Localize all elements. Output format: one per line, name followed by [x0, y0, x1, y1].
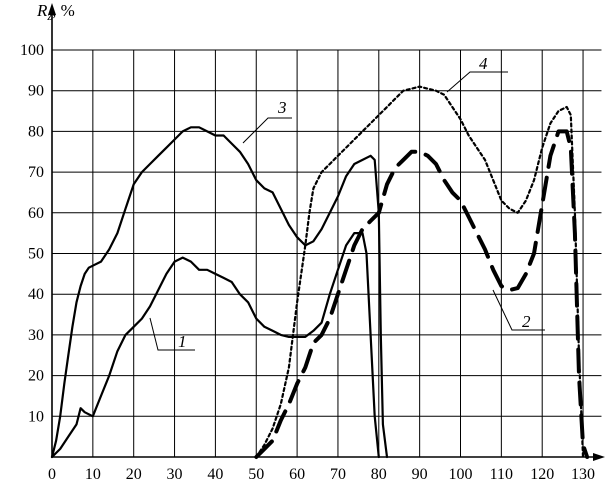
series-1-line [50, 232, 380, 459]
x-tick-label-120: 120 [530, 466, 554, 483]
x-tick-label-100: 100 [449, 466, 473, 483]
x-tick-label-20: 20 [126, 466, 142, 483]
y-axis-arrow [48, 3, 56, 15]
y-tick-label-100: 100 [20, 42, 44, 59]
series-group [50, 85, 590, 459]
y-tick-label-40: 40 [28, 286, 44, 303]
y-tick-label-70: 70 [28, 164, 44, 181]
x-tick-label-60: 60 [289, 466, 305, 483]
y-tick-label-60: 60 [28, 205, 44, 222]
y-tick-label-50: 50 [28, 246, 44, 263]
curve-label-2: 2 [522, 312, 531, 331]
y-tick-label-20: 20 [28, 368, 44, 385]
grid [52, 49, 602, 457]
x-tick-label-90: 90 [412, 466, 428, 483]
y-axis-label: Rz, % [36, 1, 75, 23]
x-tick-label-110: 110 [490, 466, 513, 483]
x-tick-label-0: 0 [48, 466, 56, 483]
series-2-line [254, 129, 590, 459]
x-tick-label-70: 70 [330, 466, 346, 483]
x-axis-arrow [593, 453, 605, 461]
y-tick-label-10: 10 [28, 408, 44, 425]
curve-labels: 1 2 3 4 [149, 54, 545, 351]
x-tick-label-30: 30 [167, 466, 183, 483]
tick-labels: 0 10 20 30 40 50 60 70 80 90 100 110 120 130 10 20 30 40 5… [20, 42, 595, 483]
y-axis-label-main: R [36, 1, 48, 20]
y-tick-label-80: 80 [28, 123, 44, 140]
x-tick-label-10: 10 [85, 466, 101, 483]
series-3-line [50, 126, 389, 459]
axes [48, 3, 605, 461]
curve-label-3: 3 [277, 98, 287, 117]
curve-label-4: 4 [479, 54, 488, 73]
leader-line-1 [149, 317, 195, 351]
x-tick-label-130: 130 [571, 466, 595, 483]
x-tick-label-40: 40 [207, 466, 223, 483]
y-tick-label-30: 30 [28, 327, 44, 344]
series-4-line [255, 85, 585, 459]
curve-label-1: 1 [178, 332, 187, 351]
y-tick-label-90: 90 [28, 83, 44, 100]
leader-line-2 [492, 289, 545, 331]
x-tick-label-80: 80 [371, 466, 387, 483]
leader-line-4 [446, 71, 508, 93]
x-tick-label-50: 50 [248, 466, 264, 483]
leader-line-3 [242, 117, 292, 144]
y-axis-label-suffix: , % [52, 1, 75, 20]
y-axis-label-sub: z [46, 9, 52, 23]
